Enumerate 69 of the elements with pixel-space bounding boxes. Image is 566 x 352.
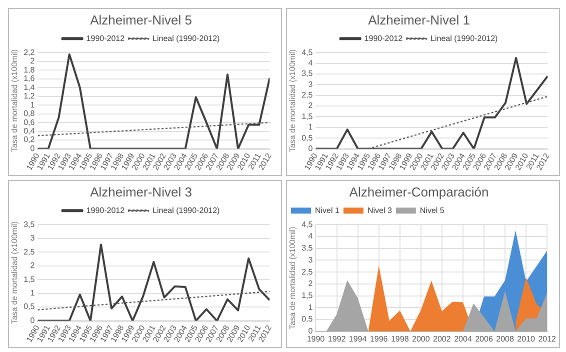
x-tick-label: 1992: [328, 334, 346, 344]
y-axis-title: Tasa de mortalidad (x100mil): [10, 49, 20, 152]
y-tick-label: 0,2: [24, 135, 36, 144]
y-tick-label: 2,5: [302, 267, 314, 276]
y-tick-label: 3,5: [302, 244, 314, 253]
y-tick-label: 2: [30, 261, 36, 270]
y-tick-label: 1,5: [302, 291, 314, 300]
chart-title: Alzheimer-Nivel 5: [90, 12, 192, 28]
y-tick-label: 0,5: [24, 302, 36, 312]
y-tick-label: 0: [308, 144, 314, 153]
y-tick-label: 4,5: [302, 220, 314, 229]
x-tick-label: 2002: [433, 334, 452, 344]
legend-label: 1990-2012: [86, 34, 126, 43]
y-tick-label: 1: [30, 100, 36, 110]
y-axis-title: Tasa de mortalidad (x100mil): [288, 49, 298, 152]
chart-title: Alzheimer-Nivel 1: [368, 12, 470, 28]
y-tick-label: 1: [308, 122, 314, 132]
x-tick-label: 2008: [496, 334, 514, 344]
y-tick-label: 0,5: [302, 314, 314, 324]
legend-label: Lineal (1990-2012): [430, 34, 498, 43]
x-tick-label: 1990: [306, 334, 326, 344]
y-tick-label: 1,4: [24, 82, 36, 92]
legend-label: 1990-2012: [86, 206, 126, 215]
chart-title: Alzheimer-Nivel 3: [90, 184, 192, 200]
y-tick-label: 0: [30, 144, 36, 153]
y-tick-label: 0,4: [24, 126, 36, 136]
legend-label: Nivel 3: [367, 206, 392, 215]
y-tick-label: 1,5: [24, 274, 36, 284]
x-tick-label: 2000: [412, 334, 430, 344]
y-tick-label: 3,5: [302, 69, 314, 78]
x-tick-label: 2010: [517, 334, 536, 344]
x-tick-label: 2006: [475, 334, 494, 344]
y-tick-label: 0,8: [24, 109, 36, 118]
chart-title: Alzheimer-Comparación: [349, 184, 489, 200]
y-tick-label: 3: [30, 234, 36, 243]
y-tick-label: 3: [308, 255, 314, 264]
y-tick-label: 4: [308, 232, 314, 241]
legend-label: Lineal (1990-2012): [152, 34, 220, 43]
y-tick-label: 2: [308, 279, 314, 288]
y-tick-label: 4: [308, 58, 314, 68]
y-tick-label: 2: [308, 101, 314, 110]
legend-label: Nivel 5: [420, 206, 445, 215]
y-tick-label: 0,6: [24, 118, 36, 127]
y-tick-label: 2,2: [24, 48, 36, 57]
x-tick-label: 1994: [348, 334, 368, 344]
y-tick-label: 0: [308, 326, 314, 336]
y-tick-label: 1: [30, 288, 36, 298]
y-axis-title: Tasa de mortalidad (x100mil): [10, 221, 20, 324]
legend-label: 1990-2012: [364, 34, 404, 43]
y-tick-label: 3: [308, 80, 314, 89]
y-tick-label: 2,5: [302, 90, 314, 100]
x-tick-label: 2004: [454, 334, 472, 344]
y-tick-label: 2,5: [24, 247, 36, 256]
y-tick-label: 1,8: [24, 65, 36, 74]
legend-label: Lineal (1990-2012): [152, 206, 220, 215]
y-tick-label: 4,5: [302, 48, 314, 57]
x-tick-label: 2012: [538, 334, 557, 344]
legend-label: Nivel 1: [315, 206, 340, 215]
y-tick-label: 1,2: [24, 92, 36, 101]
y-tick-label: 1: [308, 302, 314, 312]
y-tick-label: 0,5: [302, 133, 314, 142]
y-axis-title: Tasa de mortalidad (x100mil): [288, 226, 298, 330]
y-tick-label: 1,6: [24, 74, 36, 84]
x-tick-label: 1998: [390, 334, 410, 344]
y-tick-label: 2: [30, 56, 36, 66]
y-tick-label: 1,5: [302, 112, 314, 121]
x-tick-label: 1996: [370, 334, 388, 344]
y-tick-label: 3,5: [24, 220, 36, 229]
y-tick-label: 0: [30, 316, 36, 325]
